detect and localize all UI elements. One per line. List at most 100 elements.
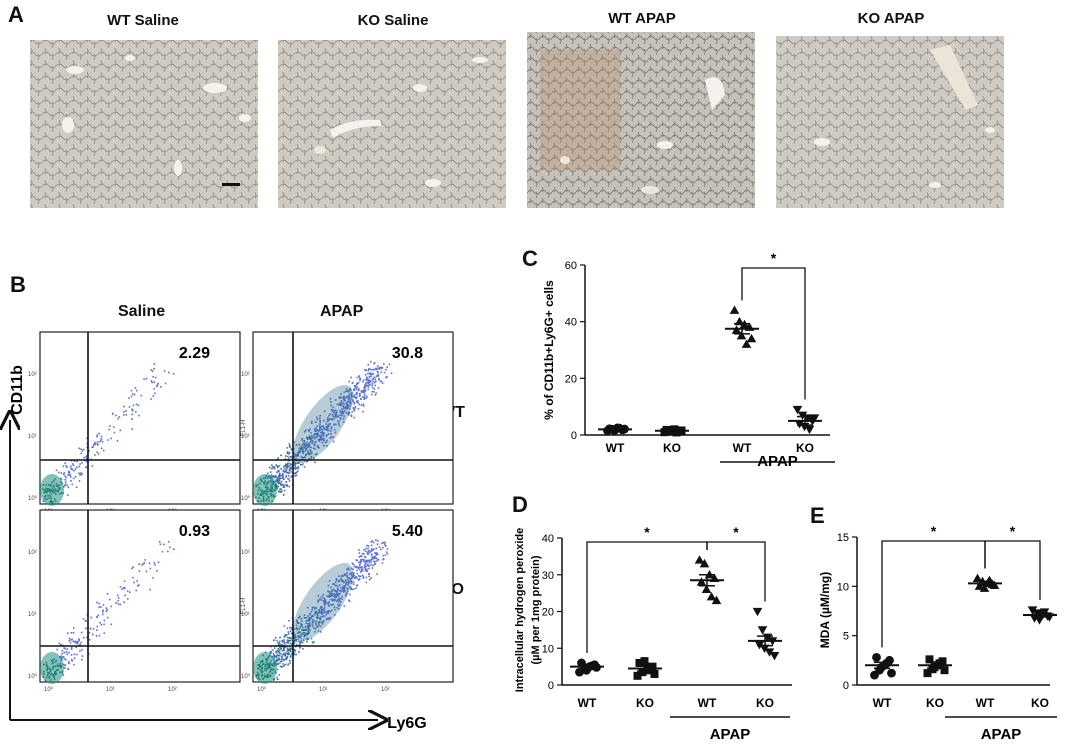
y-tick-label: 15 (837, 532, 849, 544)
flow-percent-label: 30.8 (392, 345, 423, 362)
data-point (729, 305, 740, 314)
y-tick-label: 40 (565, 317, 577, 329)
data-point (940, 666, 949, 675)
y-tick-label: 40 (542, 533, 554, 545)
histology-image-wt-saline (30, 40, 258, 208)
data-point (872, 652, 881, 662)
flow-x-tick-label: 10² (381, 687, 390, 693)
flow-plot-ko-apap: 5.40 10⁰ 10⁰ 10¹ 10¹ 10² 10² FL1-H (241, 509, 454, 693)
histology-image-ko-saline (278, 40, 506, 208)
histology-title-1: WT Saline (107, 12, 179, 29)
x-category-label: WT (578, 696, 597, 710)
data-point (701, 584, 712, 594)
data-point (759, 644, 770, 654)
data-point (1027, 606, 1038, 615)
panel-b-label: B (10, 272, 26, 297)
data-point (925, 655, 934, 664)
flow-plot-frame (39, 331, 241, 505)
histology-title-2: KO Saline (357, 12, 429, 29)
flow-cytometry-figure: CD11b Ly6G 2.29 10⁰ 10⁰ 10¹ 10¹ 10² 10² 30.8 10⁰… (0, 331, 454, 732)
significance-bracket (741, 267, 806, 400)
data-point (650, 669, 659, 678)
data-point (635, 658, 644, 667)
flow-y-tick-label: 10² (241, 550, 250, 556)
flow-col-header-apap: APAP (320, 303, 364, 320)
flow-y-tick-label: 10¹ (241, 434, 250, 440)
y-axis-label: Intracellular hydrogen peroxide (514, 528, 526, 692)
significance-bracket (586, 541, 708, 653)
flow-y-tick-label: 10² (28, 372, 37, 378)
flow-y-tick-label: 10⁰ (241, 673, 251, 680)
significance-bracket (881, 540, 986, 648)
flow-y-tick-label: 10⁰ (28, 673, 38, 680)
scale-bar (222, 183, 240, 186)
flow-percent-label: 2.29 (179, 345, 210, 362)
flow-x-tick-label: 10⁰ (257, 686, 267, 693)
flow-y-tick-label: 10⁰ (241, 495, 251, 502)
significance-star: * (644, 524, 650, 540)
y-tick-label: 60 (565, 260, 577, 272)
data-point (706, 592, 717, 601)
data-point (696, 577, 707, 586)
data-point (979, 583, 990, 592)
data-point (887, 668, 896, 678)
data-point (797, 411, 808, 420)
y-tick-label: 10 (837, 581, 849, 593)
data-point (794, 420, 805, 429)
histology-title-4: KO APAP (857, 10, 925, 27)
data-point (711, 595, 722, 605)
significance-star: * (1010, 523, 1016, 539)
flow-y-tick-label: 10⁰ (28, 495, 38, 502)
x-category-label: WT (606, 441, 625, 455)
panel-d-label: D (512, 492, 528, 517)
ly6g-label: Ly6G (387, 715, 426, 732)
x-category-label: KO (796, 441, 814, 455)
data-point (1034, 616, 1045, 625)
significance-bracket (984, 540, 1041, 601)
x-category-label: WT (873, 696, 892, 710)
data-point (741, 339, 752, 348)
flow-y-tick-label: 10² (241, 372, 250, 378)
y-tick-label: 10 (542, 643, 554, 655)
significance-star: * (733, 524, 739, 540)
data-point (633, 671, 642, 680)
chart-panel-d: 0 10 20 30 40 Intracellular hydrogen peroxide… (514, 524, 792, 743)
flow-x-tick-label: 10¹ (319, 687, 328, 693)
y-axis-label: % of CD11b+Ly6G+ cells (542, 280, 556, 420)
data-point (640, 657, 649, 666)
flow-plot-frame (39, 509, 241, 683)
flow-plot-ko-saline: 0.93 10⁰ 10⁰ 10¹ 10¹ 10² 10² (28, 509, 241, 693)
flow-fl1h-label: FL1-H (241, 598, 247, 615)
x-category-label: WT (976, 696, 995, 710)
flow-percent-label: 5.40 (392, 523, 423, 540)
x-category-label: KO (636, 696, 654, 710)
data-point (792, 405, 803, 415)
group-label: APAP (710, 726, 751, 743)
data-point (736, 331, 747, 340)
x-category-label: KO (756, 696, 774, 710)
significance-star: * (931, 523, 937, 539)
flow-density-blob (253, 652, 277, 684)
data-point (882, 658, 891, 668)
flow-col-header-saline: Saline (118, 303, 166, 320)
flow-density-diagonal (292, 562, 354, 642)
flow-x-tick-label: 10⁰ (44, 686, 54, 693)
flow-x-tick-label: 10¹ (106, 687, 115, 693)
y-tick-label: 20 (542, 607, 554, 619)
histology-title-3: WT APAP (608, 10, 676, 27)
flow-fl1h-label: FL1-H (241, 420, 247, 437)
data-point (804, 425, 815, 435)
significance-star: * (771, 250, 777, 266)
data-point (972, 573, 983, 583)
panel-a-label: A (8, 2, 24, 27)
flow-density-blob (40, 652, 64, 684)
y-tick-label: 0 (571, 430, 577, 442)
data-point (769, 652, 780, 661)
data-point (757, 626, 768, 635)
flow-plot-wt-apap: 30.810⁰10⁰10¹10¹10²10²FL1-H (241, 331, 454, 515)
x-category-label: KO (1031, 696, 1049, 710)
y-tick-label: 5 (843, 631, 849, 643)
data-point (746, 333, 757, 343)
flow-density-blob (253, 474, 277, 506)
